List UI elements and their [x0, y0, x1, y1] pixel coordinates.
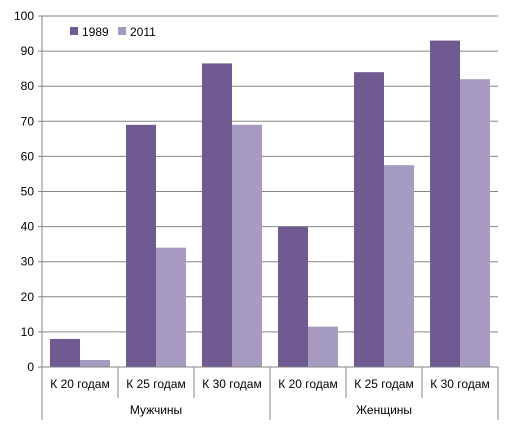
- legend-swatch-1989: [70, 27, 78, 35]
- category-labels: К 20 годам К 25 годам К 30 годам К 20 годам…: [50, 377, 489, 391]
- y-tick-label: 80: [21, 79, 35, 93]
- y-tick-label: 70: [21, 114, 35, 128]
- bar-1989-1: [50, 338, 80, 367]
- legend-swatch-2011: [118, 27, 126, 35]
- legend: 1989 2011: [70, 25, 156, 39]
- y-tick-label: 20: [21, 290, 35, 304]
- y-tick-label: 100: [14, 9, 34, 23]
- legend-label-1989: 1989: [82, 25, 109, 39]
- y-tick-label: 60: [21, 149, 35, 163]
- y-tick-label: 40: [21, 220, 35, 234]
- bar-1989-6: [430, 40, 460, 367]
- bar-2011-3: [232, 124, 262, 367]
- y-tick-label: 10: [21, 325, 35, 339]
- bar-2011-5: [384, 165, 414, 367]
- bar-2011-4: [308, 326, 338, 367]
- group-label: Мужчины: [130, 403, 182, 417]
- bar-2011-6: [460, 79, 490, 368]
- category-label: К 25 годам: [354, 377, 413, 391]
- category-label: К 20 годам: [278, 377, 337, 391]
- y-tick-label: 0: [27, 360, 34, 374]
- bar-1989-4: [278, 226, 308, 367]
- category-label: К 30 годам: [202, 377, 261, 391]
- category-label: К 25 годам: [126, 377, 185, 391]
- y-axis-ticks: 0 10 20 30 40 50 60 70 80 90 100: [14, 9, 42, 374]
- bar-2011-1: [80, 359, 110, 367]
- y-tick-label: 30: [21, 255, 35, 269]
- grid-lines: [42, 15, 498, 333]
- group-labels: Мужчины Женщины: [130, 403, 412, 417]
- bar-2011-2: [156, 247, 186, 367]
- category-label: К 30 годам: [430, 377, 489, 391]
- y-tick-label: 90: [21, 44, 35, 58]
- bar-1989-2: [126, 124, 156, 367]
- legend-label-2011: 2011: [130, 25, 156, 39]
- group-label: Женщины: [356, 403, 412, 417]
- category-label: К 20 годам: [50, 377, 109, 391]
- y-tick-label: 50: [21, 185, 35, 199]
- bar-1989-5: [354, 72, 384, 367]
- bar-1989-3: [202, 63, 232, 367]
- bars: [50, 40, 490, 368]
- axes: [41, 16, 499, 420]
